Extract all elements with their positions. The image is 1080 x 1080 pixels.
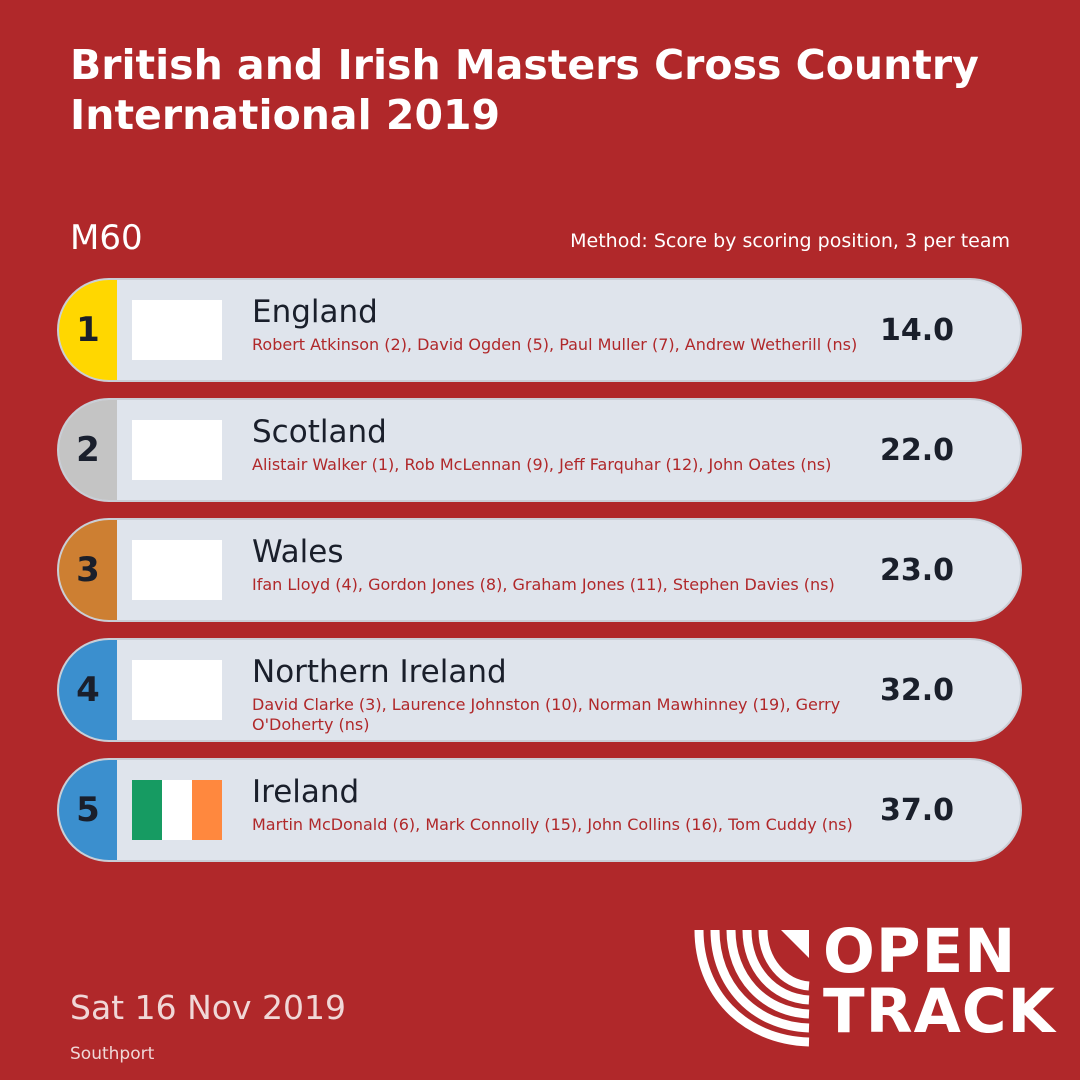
team-athletes: Ifan Lloyd (4), Gordon Jones (8), Graham… [252,575,835,594]
wales-flag-icon [132,540,222,600]
scoring-method: Method: Score by scoring position, 3 per… [570,230,1010,252]
team-name: England [252,294,378,330]
flag-stripe [132,780,162,840]
team-score: 32.0 [879,672,954,708]
rank-badge: 3 [59,520,117,620]
rank-badge: 1 [59,280,117,380]
opentrack-logo: OPEN TRACK [693,916,1056,1052]
rank-badge: 4 [59,640,117,740]
result-row[interactable]: 3 Wales Ifan Lloyd (4), Gordon Jones (8)… [57,518,1022,622]
result-row[interactable]: 5 Ireland Martin McDonald (6), Mark Conn… [57,758,1022,862]
page-title: British and Irish Masters Cross Country … [70,41,979,139]
opentrack-arcs-icon [694,929,810,1047]
flag-stripe [192,780,222,840]
result-row[interactable]: 1 England Robert Atkinson (2), David Ogd… [57,278,1022,382]
result-row[interactable]: 2 Scotland Alistair Walker (1), Rob McLe… [57,398,1022,502]
team-score: 14.0 [879,312,954,348]
team-athletes: Martin McDonald (6), Mark Connolly (15),… [252,815,853,834]
england-flag-icon [132,300,222,360]
logo-line-track: TRACK [823,976,1056,1047]
event-venue: Southport [70,1044,155,1064]
category-label: M60 [70,218,143,258]
team-name: Scotland [252,414,387,450]
northern-ireland-flag-icon [132,660,222,720]
team-name: Ireland [252,774,360,810]
team-score: 22.0 [879,432,954,468]
logo-line-open: OPEN [823,916,1017,987]
team-athletes: David Clarke (3), Laurence Johnston (10)… [252,695,841,734]
team-score: 37.0 [879,792,954,828]
event-date: Sat 16 Nov 2019 [70,988,346,1027]
team-athletes: Robert Atkinson (2), David Ogden (5), Pa… [252,335,858,354]
scotland-flag-icon [132,420,222,480]
result-row[interactable]: 4 Northern Ireland David Clarke (3), Lau… [57,638,1022,742]
team-athletes: Alistair Walker (1), Rob McLennan (9), J… [252,455,832,474]
rank-badge: 2 [59,400,117,500]
rank-badge: 5 [59,760,117,860]
ireland-flag-icon [132,780,222,840]
team-score: 23.0 [879,552,954,588]
results-list: 1 England Robert Atkinson (2), David Ogd… [57,278,1022,878]
logo-wordmark: OPEN TRACK [823,916,1056,1047]
team-name: Wales [252,534,344,570]
team-name: Northern Ireland [252,654,507,690]
flag-stripe [162,780,192,840]
